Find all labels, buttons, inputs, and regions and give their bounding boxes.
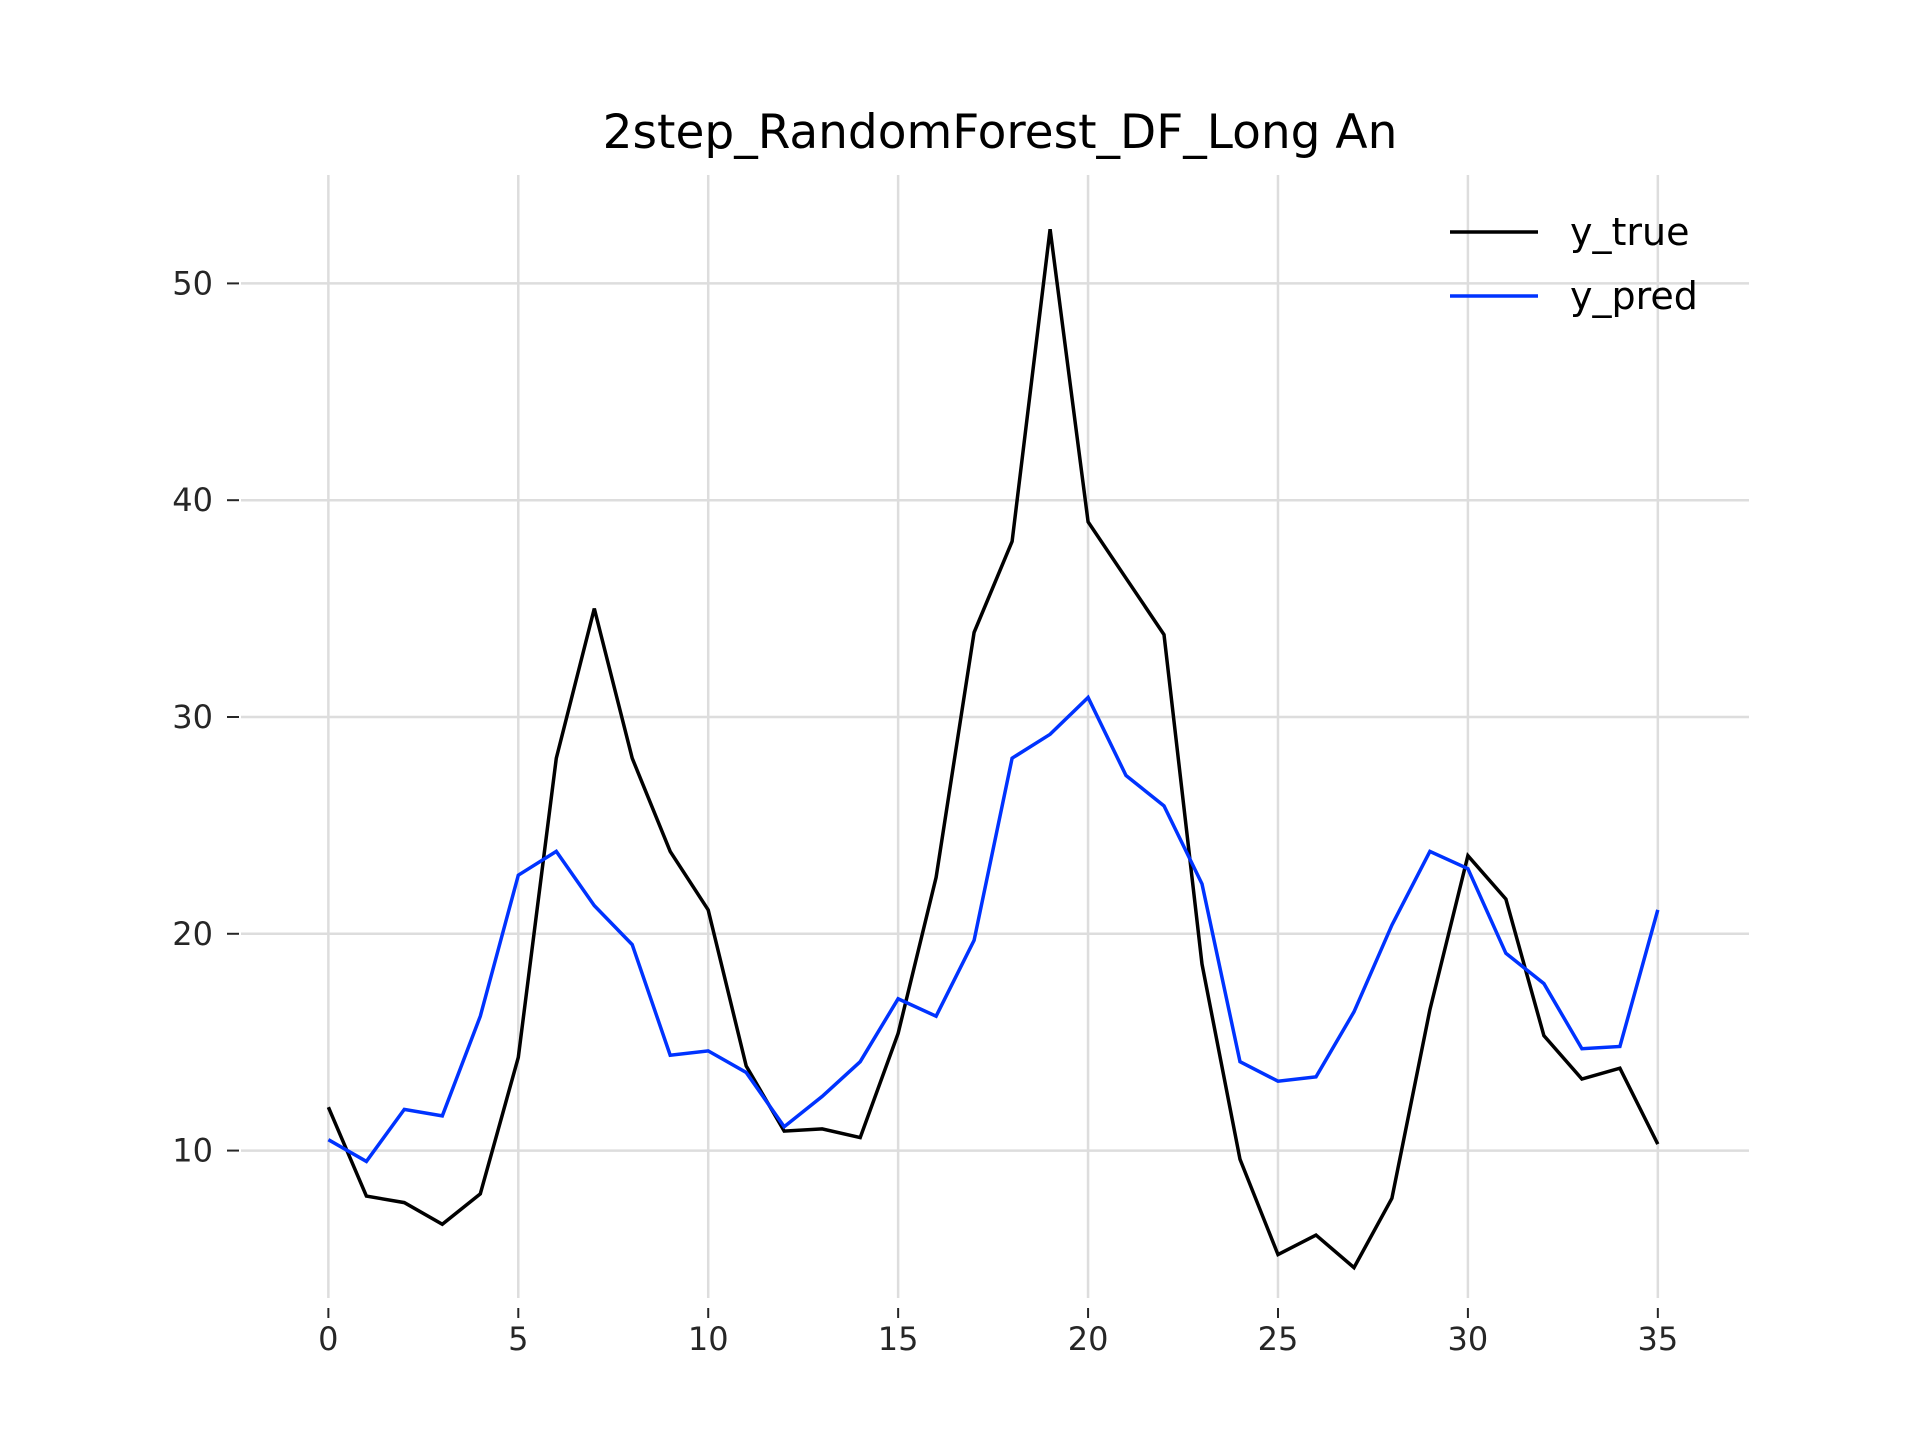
y-tick-label: 50 [172, 264, 213, 302]
y-tick-label: 30 [172, 698, 213, 736]
y-tick-label: 40 [172, 481, 213, 519]
x-tick-label: 20 [1068, 1320, 1109, 1358]
x-tick-label: 10 [688, 1320, 729, 1358]
y-tick-label: 20 [172, 915, 213, 953]
legend: y_true y_pred [1450, 210, 1698, 318]
x-axis-ticks: 0 5 10 15 20 25 30 35 [318, 1308, 1678, 1358]
x-tick-label: 0 [318, 1320, 338, 1358]
x-tick-label: 30 [1448, 1320, 1489, 1358]
x-tick-label: 25 [1258, 1320, 1299, 1358]
legend-label-y-pred: y_pred [1570, 274, 1698, 318]
x-gridlines [327, 175, 1660, 1298]
x-tick-label: 15 [878, 1320, 919, 1358]
y-tick-label: 10 [172, 1132, 213, 1170]
y-axis-ticks: 10 20 30 40 50 [172, 264, 239, 1170]
series-line-y-pred [327, 694, 1660, 1164]
x-tick-label: 5 [508, 1320, 528, 1358]
x-tick-label: 35 [1637, 1320, 1678, 1358]
series-lines [326, 228, 1660, 1271]
y-gridlines [241, 282, 1749, 1152]
legend-label-y-true: y_true [1570, 210, 1689, 254]
series-line-y-true [326, 228, 1660, 1271]
chart-title: 2step_RandomForest_DF_Long An [603, 105, 1398, 160]
